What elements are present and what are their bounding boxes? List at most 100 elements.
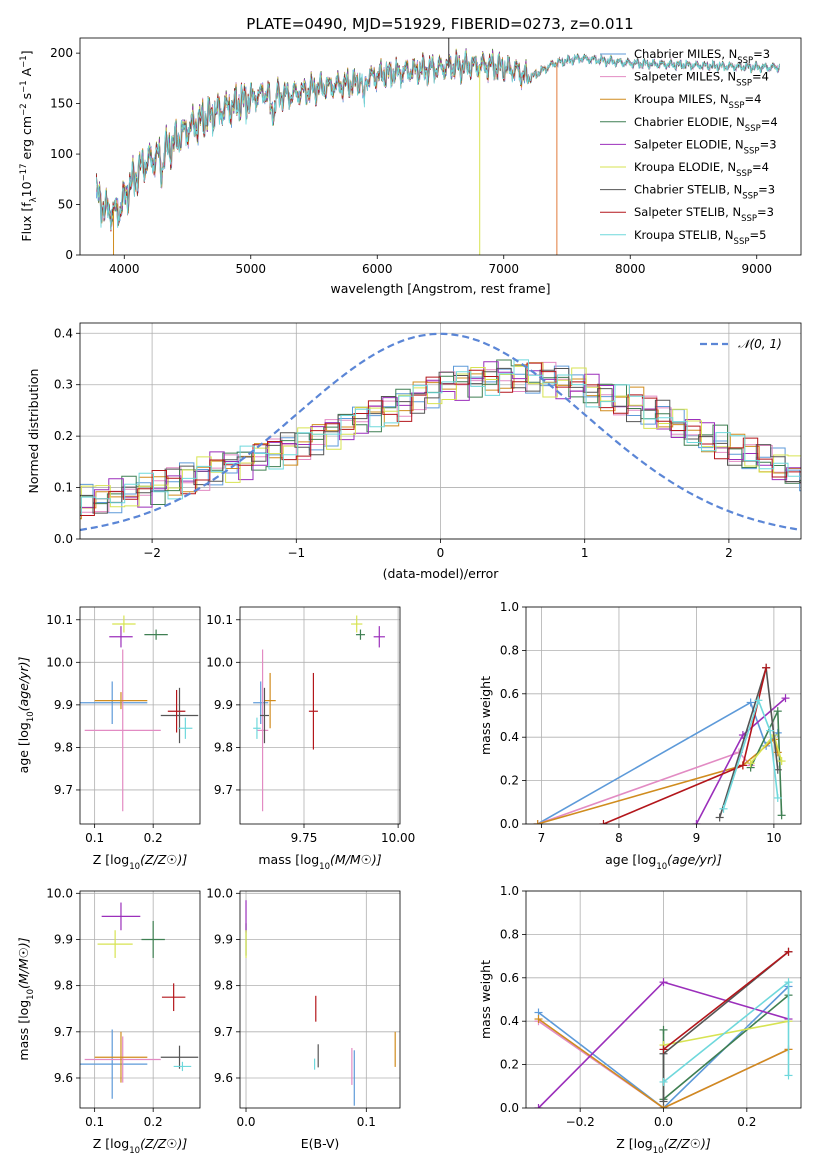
legend-label: Chabrier MILES, NSSP=3 [634, 47, 770, 66]
y-tick-label: 100 [50, 147, 73, 161]
x-axis-label: E(B-V) [301, 1136, 340, 1151]
axes-frame [79, 37, 802, 256]
y-tick-label: 150 [50, 97, 73, 111]
y-tick-label: 10.0 [46, 655, 73, 669]
z-vs-age-panel: 0.1 0.2 9.7 9.8 9.9 10.0 10.1 Z [log10(Z/Z☉)] ag… [16, 606, 201, 872]
x-tick-label: 8 [615, 831, 623, 845]
y-axis-label: mass weight [478, 960, 493, 1039]
y-tick-label: 9.9 [54, 932, 73, 946]
y-tick-label: 0.4 [500, 730, 519, 744]
y-tick-label: 10.1 [206, 613, 233, 627]
legend-label: Chabrier STELIB, NSSP=3 [634, 183, 775, 202]
y-tick-label: 0.6 [500, 687, 519, 701]
legend-label: Chabrier ELODIE, NSSP=4 [634, 115, 778, 134]
plot-area [533, 663, 790, 824]
y-axis-label: Normed distribution [26, 369, 41, 494]
x-tick-label: 0.2 [144, 1115, 163, 1129]
x-tick-label: 7000 [488, 262, 519, 276]
plot-area [96, 38, 780, 255]
residual-histogram-panel: −2 −1 0 1 2 0.0 0.1 0.2 0.3 0.4 𝒩(0, 1) (data-model… [26, 322, 802, 581]
x-tick-label: 4000 [109, 262, 140, 276]
axes-frame [79, 890, 201, 1109]
y-tick-label: 10.0 [206, 886, 233, 900]
x-tick-label: 9000 [741, 262, 772, 276]
y-tick-label: 200 [50, 46, 73, 60]
y-tick-label: 0.2 [500, 1058, 519, 1072]
legend-label: Salpeter STELIB, NSSP=3 [634, 205, 774, 224]
x-tick-label: 1 [581, 546, 589, 560]
y-tick-label: 0.4 [54, 326, 73, 340]
y-tick-label: 9.9 [54, 698, 73, 712]
x-tick-label: 5000 [235, 262, 266, 276]
y-axis-label: mass [log10(M/M☉)] [16, 937, 36, 1060]
y-tick-label: 0.8 [500, 927, 519, 941]
x-tick-label: −1 [287, 546, 305, 560]
x-tick-label: 6000 [362, 262, 393, 276]
histogram-series [80, 359, 801, 515]
legend: Chabrier MILES, NSSP=3 Salpeter MILES, NS… [600, 47, 778, 247]
weight-series-line [537, 701, 779, 824]
x-tick-label: 9.75 [291, 831, 318, 845]
axes-frame [239, 890, 401, 1109]
x-tick-label: 0.1 [357, 1115, 376, 1129]
plot-area [534, 947, 793, 1108]
axes-frame [239, 606, 401, 825]
mass-vs-age-panel: 9.75 10.00 9.7 9.8 9.9 10.0 10.1 mass [log10(M/… [206, 606, 415, 872]
y-tick-label: 9.7 [214, 783, 233, 797]
x-tick-label: −0.2 [566, 1115, 595, 1129]
plot-area [80, 902, 199, 1099]
plot-area [80, 332, 801, 532]
x-axis-label: wavelength [Angstrom, rest frame] [330, 281, 550, 296]
x-axis-label: Z [log10(Z/Z☉)] [93, 1136, 188, 1156]
weight-series-line [538, 1018, 789, 1108]
x-tick-label: 0.2 [737, 1115, 756, 1129]
x-tick-label: 0 [437, 546, 445, 560]
y-tick-label: 9.8 [214, 979, 233, 993]
y-tick-label: 9.8 [54, 740, 73, 754]
axes-frame [525, 890, 802, 1109]
y-tick-label: 9.9 [214, 698, 233, 712]
y-tick-label: 0.1 [54, 481, 73, 495]
histogram-series [80, 362, 801, 516]
x-tick-label: 2 [725, 546, 733, 560]
x-tick-label: 7 [538, 831, 546, 845]
y-tick-label: 9.7 [54, 783, 73, 797]
weight-series-line [662, 994, 790, 1102]
legend-label: Kroupa ELODIE, NSSP=4 [634, 160, 769, 179]
y-tick-label: 9.7 [54, 1025, 73, 1039]
y-tick-label: 10.1 [46, 613, 73, 627]
y-tick-label: 0.0 [54, 532, 73, 546]
x-tick-label: 10.00 [381, 831, 415, 845]
x-axis-label: Z [log10(Z/Z☉)] [616, 1136, 711, 1156]
x-axis-label: Z [log10(Z/Z☉)] [93, 852, 188, 872]
age-vs-mass-weight-panel: 7 8 9 10 0.0 0.2 0.4 0.6 0.8 1.0 age [log10(age/yr… [478, 600, 802, 872]
gaussian-curve [80, 332, 801, 532]
y-tick-label: 0.8 [500, 643, 519, 657]
y-tick-label: 0.0 [500, 1101, 519, 1115]
y-tick-label: 0.3 [54, 378, 73, 392]
spectrum-panel: 4000 5000 6000 7000 8000 9000 0 50 100 150 200 Chab… [19, 37, 802, 296]
plot-area [80, 615, 199, 812]
y-tick-label: 0.4 [500, 1014, 519, 1028]
axes-frame [79, 606, 201, 825]
legend-label: Salpeter ELODIE, NSSP=3 [634, 137, 777, 156]
y-axis-label: Flux [fλ10−17 erg cm−2 s−1 A−1] [19, 50, 39, 241]
weight-series-line [663, 980, 790, 1083]
x-tick-label: 0.1 [85, 831, 104, 845]
legend-label: Kroupa MILES, NSSP=4 [634, 92, 761, 111]
plot-area [253, 615, 385, 812]
axes-frame [79, 322, 802, 540]
x-axis-label: mass [log10(M/M☉)] [258, 852, 381, 872]
weight-series-line [722, 697, 779, 810]
figure-title: PLATE=0490, MJD=51929, FIBERID=0273, z=0… [246, 15, 633, 33]
ebv-vs-mass-panel: 0.0 0.1 9.6 9.7 9.8 9.9 10.0 E(B-V) [206, 886, 401, 1151]
x-tick-label: 10 [766, 831, 781, 845]
x-tick-label: 0.0 [654, 1115, 673, 1129]
x-tick-label: 0.1 [85, 1115, 104, 1129]
y-tick-label: 9.7 [214, 1025, 233, 1039]
x-tick-label: 0.2 [144, 831, 163, 845]
weight-series-line [538, 985, 790, 1108]
y-axis-label: age [log10(age/yr)] [16, 657, 36, 774]
y-tick-label: 9.8 [214, 740, 233, 754]
